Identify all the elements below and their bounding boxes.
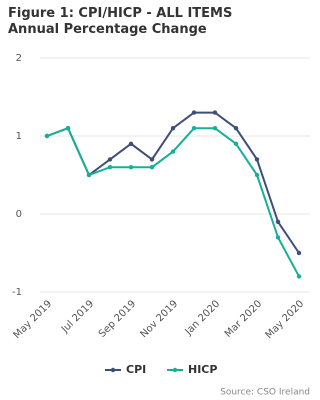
y-tick-label: -1 xyxy=(12,287,22,298)
legend-label: HICP xyxy=(188,363,217,376)
legend-marker xyxy=(110,367,116,373)
x-tick-label: May 2019 xyxy=(12,298,55,341)
y-tick-label: 0 xyxy=(16,209,22,220)
data-point xyxy=(149,157,155,162)
x-tick-label: Jul 2019 xyxy=(59,298,96,335)
x-tick-label: Sep 2019 xyxy=(97,298,138,339)
data-point xyxy=(191,110,197,115)
data-point xyxy=(254,157,260,162)
x-tick-label: May 2020 xyxy=(264,298,307,341)
data-point xyxy=(170,149,176,154)
data-point xyxy=(275,235,281,240)
data-point xyxy=(212,110,218,115)
data-point xyxy=(233,126,239,131)
x-tick-label: Nov 2019 xyxy=(138,298,180,340)
data-point xyxy=(296,274,302,279)
data-point xyxy=(107,165,113,170)
data-point xyxy=(233,141,239,146)
data-point xyxy=(128,165,134,170)
y-tick-label: 2 xyxy=(16,53,22,64)
y-tick-label: 1 xyxy=(16,131,22,142)
x-tick-label: Jan 2020 xyxy=(183,298,223,338)
data-point xyxy=(254,172,260,178)
data-point xyxy=(191,126,197,131)
legend-label: CPI xyxy=(126,363,146,376)
data-point xyxy=(128,141,134,146)
chart-title: Figure 1: CPI/HICP - ALL ITEMS Annual Pe… xyxy=(8,6,233,37)
data-point xyxy=(86,172,92,178)
data-point xyxy=(296,250,302,256)
data-point xyxy=(107,157,113,162)
data-point xyxy=(275,219,281,224)
data-point xyxy=(212,126,218,131)
series-line xyxy=(46,111,300,254)
source: Source: CSO Ireland xyxy=(220,388,310,398)
data-point xyxy=(170,126,176,131)
x-tick-label: Mar 2020 xyxy=(223,298,264,339)
data-point xyxy=(149,165,155,170)
data-point xyxy=(44,133,50,139)
legend-marker xyxy=(172,367,178,373)
data-point xyxy=(65,126,71,131)
